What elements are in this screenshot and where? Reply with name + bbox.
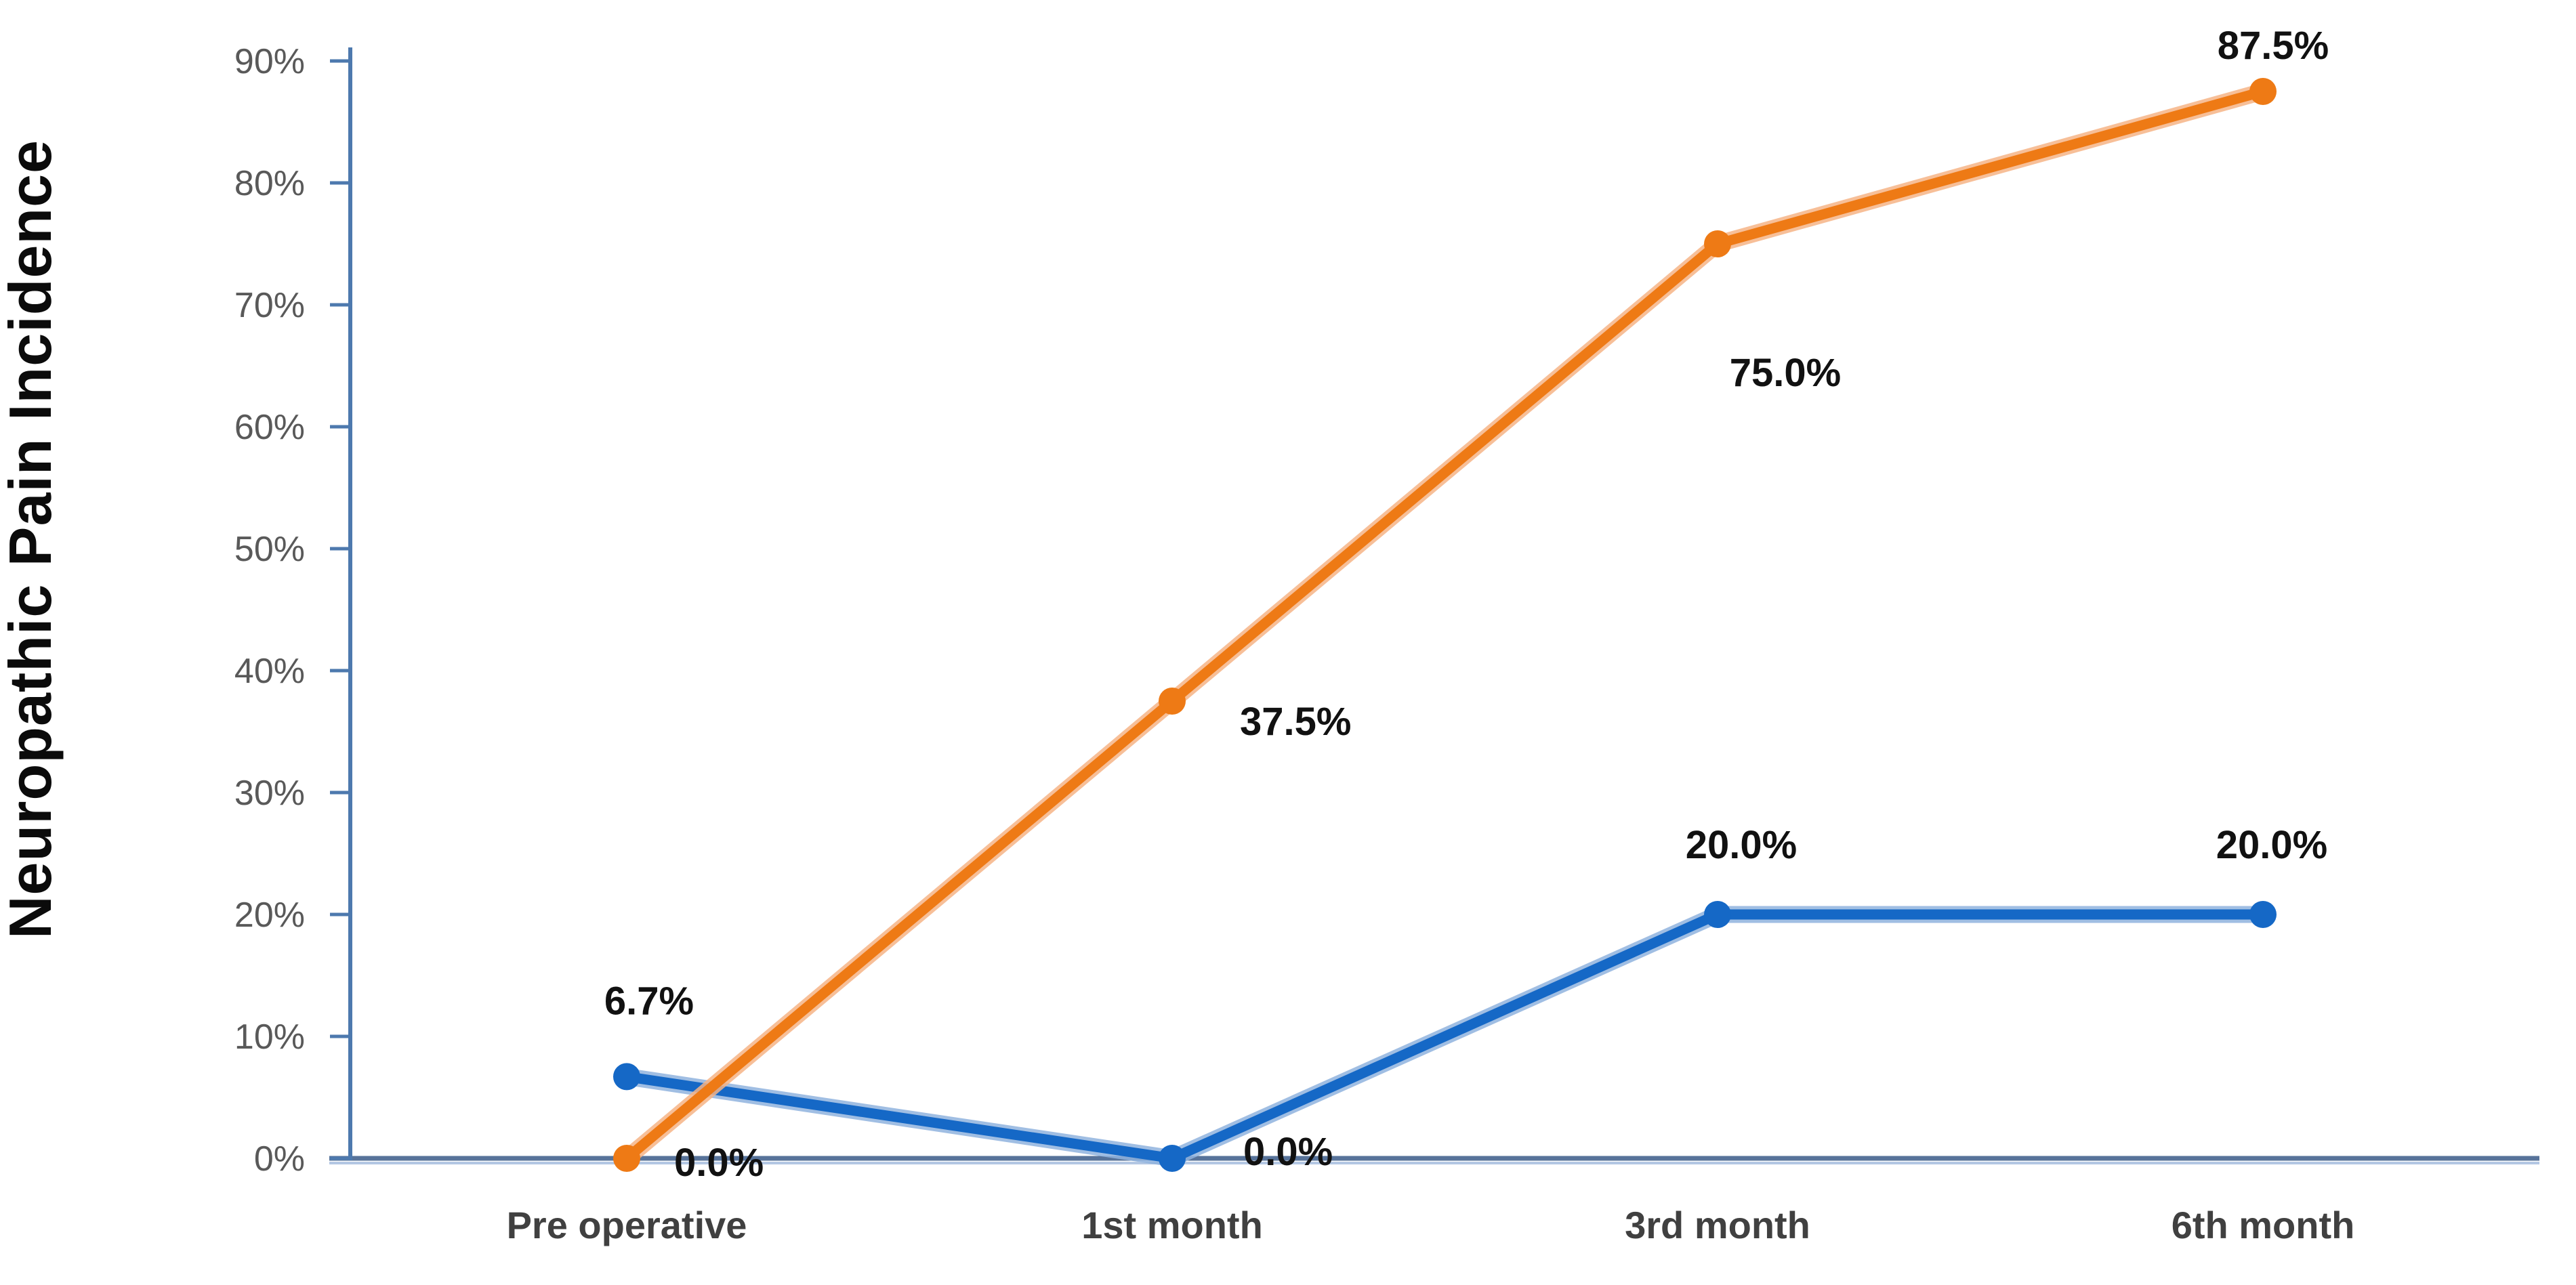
y-tick-label: 80% — [234, 164, 305, 203]
orange-data-label: 37.5% — [1240, 700, 1351, 744]
x-axis-label: 1st month — [1081, 1204, 1263, 1246]
orange-series-marker — [613, 1145, 640, 1172]
blue-data-label: 6.7% — [604, 979, 694, 1023]
blue-data-label: 20.0% — [2216, 823, 2327, 867]
y-tick-label: 0% — [254, 1139, 305, 1179]
orange-data-label: 75.0% — [1730, 351, 1841, 395]
orange-series-halo — [618, 83, 2272, 1167]
y-tick-label: 40% — [234, 652, 305, 691]
y-tick-label: 50% — [234, 530, 305, 569]
blue-series-marker — [1159, 1145, 1186, 1172]
orange-series-line — [621, 86, 2268, 1164]
orange-data-label: 0.0% — [674, 1141, 764, 1185]
y-tick-label: 30% — [234, 774, 305, 813]
orange-series-marker — [2249, 78, 2277, 105]
orange-data-label: 87.5% — [2218, 24, 2329, 68]
x-axis-label: Pre operative — [507, 1204, 747, 1246]
y-tick-label: 10% — [234, 1017, 305, 1057]
x-axis-label: 6th month — [2172, 1204, 2355, 1246]
y-tick-label: 60% — [234, 408, 305, 447]
orange-series-marker — [1704, 230, 1731, 257]
orange-series-marker — [1159, 688, 1186, 715]
x-axis-label: 3rd month — [1625, 1204, 1810, 1246]
blue-series-line — [621, 909, 2268, 1164]
y-tick-label: 70% — [234, 286, 305, 325]
blue-series-marker — [1704, 901, 1731, 928]
blue-data-label: 0.0% — [1243, 1130, 1333, 1174]
blue-series-marker — [613, 1063, 640, 1091]
y-tick-label: 90% — [234, 42, 305, 81]
blue-data-label: 20.0% — [1686, 823, 1797, 867]
blue-series-marker — [2249, 901, 2277, 928]
y-tick-label: 20% — [234, 896, 305, 935]
